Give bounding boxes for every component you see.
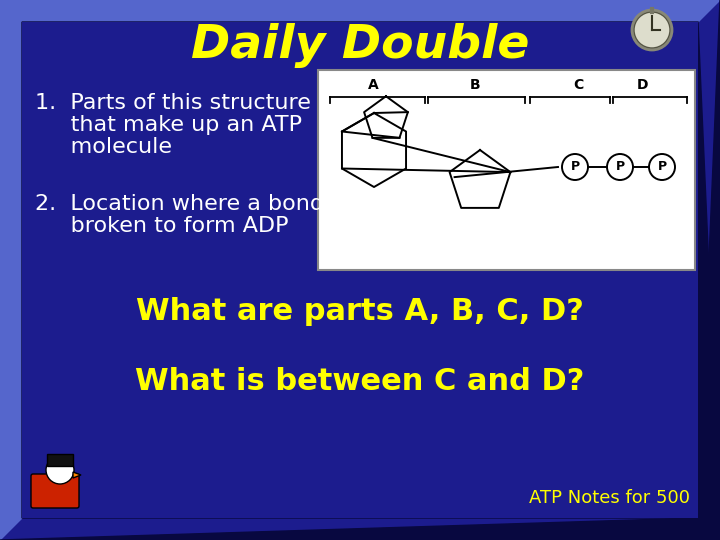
Text: Daily Double: Daily Double	[191, 23, 529, 68]
Text: P: P	[570, 160, 580, 173]
Text: D: D	[637, 78, 649, 92]
FancyBboxPatch shape	[318, 70, 695, 270]
Text: P: P	[616, 160, 624, 173]
Text: B: B	[469, 78, 480, 92]
Circle shape	[562, 154, 588, 180]
Text: A: A	[368, 78, 379, 92]
Text: ATP Notes for 500: ATP Notes for 500	[529, 489, 690, 507]
Polygon shape	[0, 0, 720, 22]
Text: molecule: molecule	[35, 137, 172, 157]
Text: P: P	[657, 160, 667, 173]
Text: What are parts A, B, C, D?: What are parts A, B, C, D?	[136, 298, 584, 327]
Circle shape	[632, 10, 672, 50]
FancyBboxPatch shape	[22, 22, 698, 518]
Text: 2.  Location where a bond is: 2. Location where a bond is	[35, 194, 349, 214]
Text: that make up an ATP: that make up an ATP	[35, 115, 302, 135]
FancyBboxPatch shape	[47, 454, 73, 466]
Text: 1.  Parts of this structure: 1. Parts of this structure	[35, 93, 311, 113]
Polygon shape	[0, 0, 22, 540]
Text: C: C	[573, 78, 583, 92]
Circle shape	[634, 12, 670, 48]
Polygon shape	[73, 472, 81, 478]
Circle shape	[649, 154, 675, 180]
Text: What is between C and D?: What is between C and D?	[135, 368, 585, 396]
Circle shape	[46, 456, 74, 484]
Text: broken to form ADP: broken to form ADP	[35, 216, 289, 236]
Circle shape	[607, 154, 633, 180]
FancyBboxPatch shape	[31, 474, 79, 508]
Polygon shape	[22, 22, 720, 518]
